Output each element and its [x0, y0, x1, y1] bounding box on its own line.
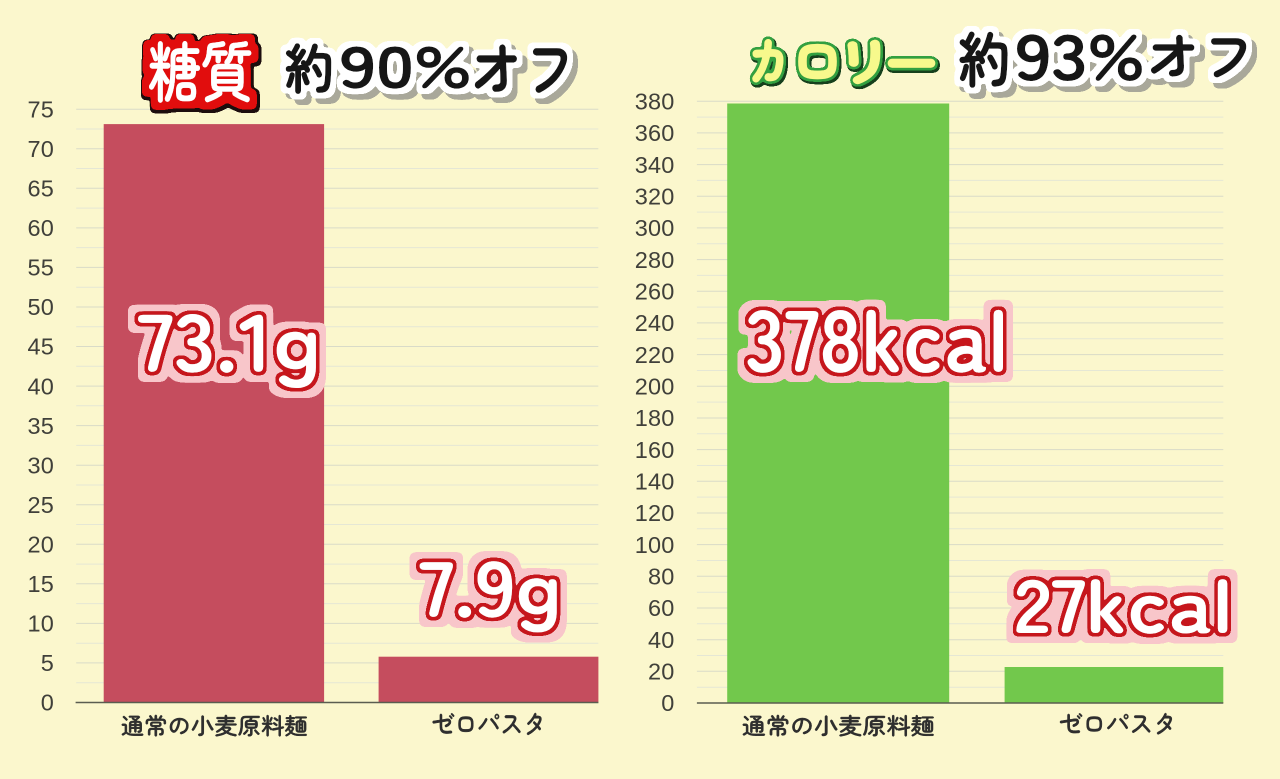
svg-text:200: 200	[635, 374, 675, 400]
svg-text:20: 20	[27, 532, 54, 558]
svg-text:140: 140	[635, 469, 675, 495]
svg-text:30: 30	[27, 452, 54, 478]
svg-text:60: 60	[27, 215, 54, 241]
svg-text:70: 70	[27, 136, 54, 162]
svg-text:240: 240	[635, 310, 675, 336]
svg-text:50: 50	[27, 294, 54, 320]
svg-text:40: 40	[27, 373, 54, 399]
svg-text:160: 160	[635, 437, 675, 463]
svg-text:40: 40	[648, 627, 675, 653]
svg-text:35: 35	[27, 413, 54, 439]
svg-text:15: 15	[27, 571, 54, 597]
svg-text:5: 5	[41, 650, 54, 676]
svg-text:65: 65	[27, 176, 54, 202]
svg-text:25: 25	[27, 492, 54, 518]
svg-text:55: 55	[27, 255, 54, 281]
svg-text:380: 380	[635, 89, 675, 115]
svg-text:180: 180	[635, 405, 675, 431]
svg-text:360: 360	[635, 120, 675, 146]
svg-text:300: 300	[635, 215, 675, 241]
svg-text:75: 75	[27, 96, 54, 122]
svg-text:220: 220	[635, 342, 675, 368]
svg-text:280: 280	[635, 247, 675, 273]
svg-text:260: 260	[635, 279, 675, 305]
svg-text:45: 45	[27, 334, 54, 360]
svg-text:320: 320	[635, 184, 675, 210]
svg-text:10: 10	[27, 611, 54, 637]
svg-text:60: 60	[648, 595, 675, 621]
svg-text:80: 80	[648, 564, 675, 590]
svg-text:120: 120	[635, 500, 675, 526]
svg-text:0: 0	[661, 690, 674, 716]
svg-text:340: 340	[635, 152, 675, 178]
svg-text:0: 0	[41, 690, 54, 716]
svg-text:20: 20	[648, 659, 675, 685]
svg-text:100: 100	[635, 532, 675, 558]
